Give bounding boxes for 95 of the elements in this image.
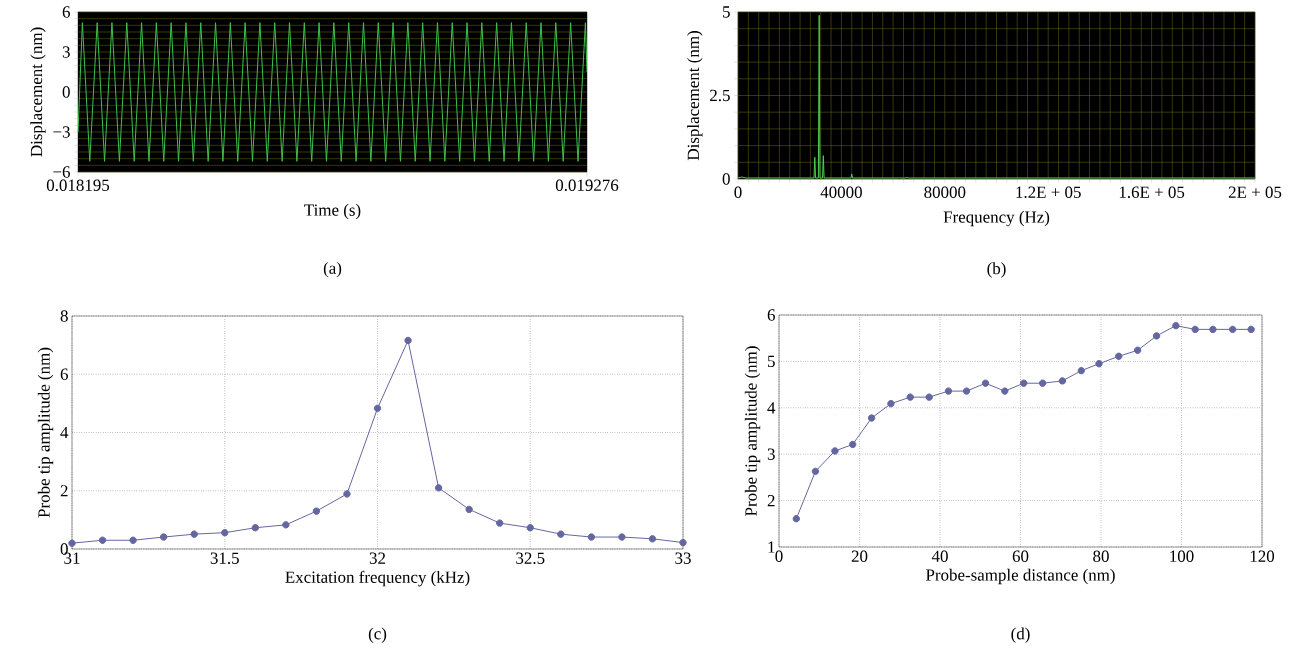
point: [373, 404, 382, 413]
y-tick-label: 4: [767, 402, 776, 414]
point: [1172, 321, 1180, 330]
point: [1095, 360, 1103, 368]
point: [1115, 352, 1123, 360]
y-tick-label: 2.5: [710, 89, 730, 102]
point: [282, 521, 290, 529]
point: [1020, 379, 1028, 387]
point: [1038, 379, 1047, 387]
point: [98, 536, 107, 544]
point: [1228, 325, 1237, 334]
y-tick-label: −6: [53, 166, 70, 178]
x-tick-label: 60: [1012, 550, 1029, 562]
y-tick-label: 0: [62, 86, 70, 98]
point: [587, 533, 596, 541]
x-tick-label: 2E + 05: [1228, 186, 1282, 198]
point: [1001, 387, 1009, 395]
x-axis-title: Excitation frequency (kHz): [285, 570, 470, 587]
point: [1133, 346, 1142, 354]
y-axis-title: Probe tip amplitude (nm): [37, 347, 54, 518]
point: [925, 393, 933, 401]
x-tick-label: 20: [851, 550, 868, 562]
point: [1247, 325, 1255, 334]
y-tick-label: 8: [60, 310, 68, 322]
y-tick-label: 6: [62, 6, 70, 18]
point: [190, 530, 198, 538]
point: [404, 336, 412, 345]
x-tick-label: 32: [369, 552, 386, 564]
point: [867, 414, 876, 422]
y-tick-label: 6: [767, 309, 775, 321]
point: [981, 379, 990, 387]
x-tick-label: 0.018195: [46, 179, 110, 191]
y-tick-label: 3: [62, 46, 70, 58]
x-axis-title: Probe-sample distance (nm): [925, 568, 1115, 585]
point: [343, 490, 351, 498]
x-tick-label: 40: [931, 550, 948, 562]
y-axis-title: Displacement (nm): [687, 31, 703, 161]
y-axis-title: Probe tip amplitude (nm): [744, 346, 761, 516]
x-tick-label: 31.5: [210, 552, 239, 564]
y-tick-label: 5: [723, 6, 730, 18]
point: [1152, 332, 1161, 340]
y-tick-label: −3: [53, 126, 70, 138]
point: [312, 507, 321, 515]
point: [831, 447, 839, 455]
point: [679, 538, 687, 547]
point: [159, 533, 168, 541]
x-tick-label: 120: [1250, 550, 1275, 562]
y-tick-label: 6: [60, 368, 68, 380]
x-tick-label: 80000: [924, 186, 966, 198]
x-axis-title: Frequency (Hz): [943, 210, 1050, 227]
point: [434, 484, 443, 492]
point: [944, 387, 953, 395]
x-axis-title: Time (s): [304, 203, 361, 220]
y-tick-label: 2: [60, 485, 68, 497]
point: [221, 529, 229, 537]
x-tick-label: 0: [734, 186, 742, 198]
text: (c): [368, 627, 387, 643]
point: [526, 524, 534, 532]
point: [962, 387, 971, 395]
point: [465, 505, 473, 514]
x-tick-label: 32.5: [516, 552, 545, 564]
point: [1058, 377, 1067, 385]
point: [848, 440, 857, 449]
y-tick-label: 1: [768, 541, 775, 553]
x-tick-label: 1.6E + 05: [1119, 186, 1185, 198]
point: [792, 515, 800, 523]
text: (d): [1011, 627, 1030, 643]
point: [1209, 325, 1217, 334]
x-tick-label: 40000: [820, 186, 862, 198]
x-tick-label: 80: [1093, 550, 1109, 562]
x-tick-label: 1.2E + 05: [1016, 186, 1081, 198]
point: [251, 524, 259, 532]
y-tick-label: 2: [767, 494, 775, 507]
point: [648, 535, 657, 543]
y-tick-label: 3: [767, 448, 775, 460]
line-series: [738, 14, 1256, 179]
line-series: [78, 22, 588, 162]
y-tick-label: 5: [768, 355, 775, 368]
point: [887, 399, 895, 408]
x-tick-label: 33: [675, 552, 691, 564]
point: [1077, 366, 1085, 375]
point: [1191, 325, 1199, 334]
point: [68, 539, 76, 547]
point: [557, 530, 565, 538]
text: (b): [987, 262, 1006, 278]
point: [496, 519, 504, 527]
x-tick-label: 0.019276: [555, 179, 619, 191]
text: (a): [323, 261, 342, 278]
y-tick-label: 4: [60, 426, 69, 439]
point: [129, 536, 137, 544]
y-axis-title: Displacement (nm): [30, 27, 46, 157]
point: [618, 533, 626, 541]
point: [811, 467, 820, 476]
point: [906, 393, 914, 401]
x-tick-label: 100: [1170, 550, 1194, 562]
